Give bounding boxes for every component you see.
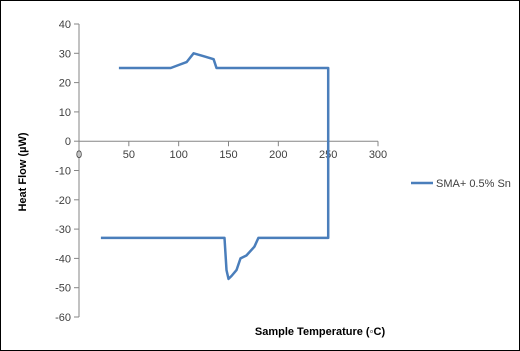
x-tick-label: 100: [169, 149, 187, 161]
y-axis-title: Heat Flow (µW): [17, 132, 29, 211]
x-tick-label: 0: [76, 149, 82, 161]
y-tick-label: 40: [59, 19, 71, 31]
y-tick-label: -40: [55, 253, 71, 265]
y-tick-label: -30: [55, 224, 71, 236]
y-tick-label: -10: [55, 166, 71, 178]
x-tick-label: 200: [269, 149, 287, 161]
y-tick-label: 0: [65, 136, 71, 148]
y-tick-label: 30: [59, 48, 71, 60]
y-axis-ticks: 40 30 20 10 0 -10 -20 -30 -40 -50 -60: [55, 19, 79, 324]
y-tick-label: -50: [55, 283, 71, 295]
x-tick-label: 50: [123, 149, 135, 161]
y-tick-label: -20: [55, 195, 71, 207]
series-line: [100, 52, 330, 281]
y-tick-label: 20: [59, 78, 71, 90]
x-axis-title: Sample Temperature (◦C): [255, 326, 386, 338]
y-tick-label: 10: [59, 107, 71, 119]
legend-label: SMA+ 0.5% Sn: [436, 178, 511, 190]
series-group: [100, 52, 330, 281]
x-tick-label: 300: [369, 149, 387, 161]
x-tick-label: 150: [219, 149, 237, 161]
legend: SMA+ 0.5% Sn: [411, 178, 511, 190]
y-tick-label: -60: [55, 312, 71, 324]
